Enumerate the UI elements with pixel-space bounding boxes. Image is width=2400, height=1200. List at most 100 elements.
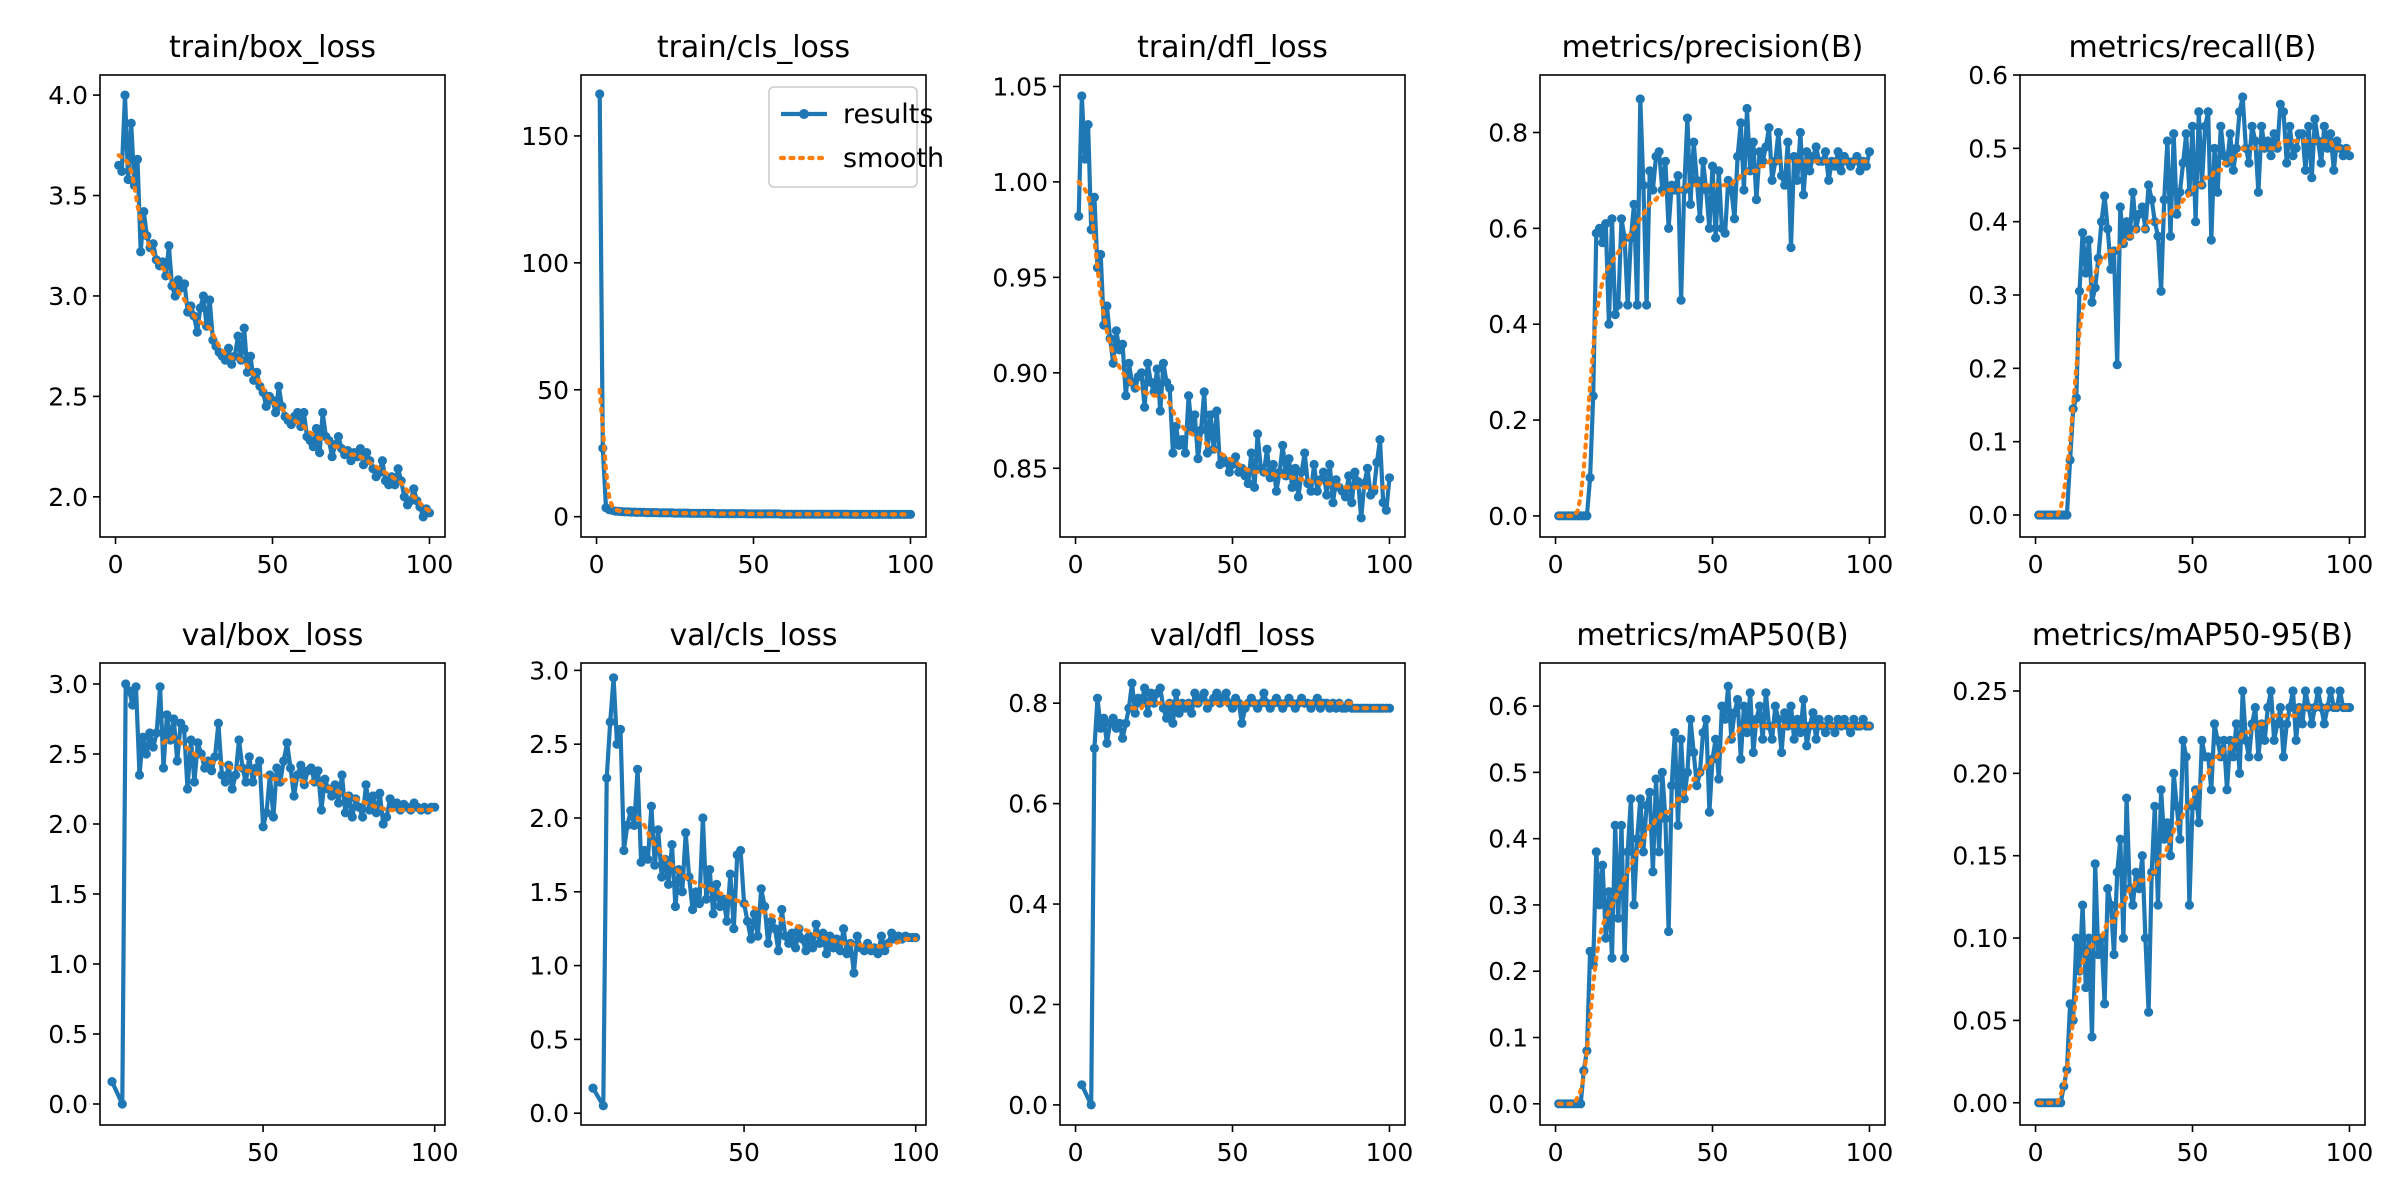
results-point [1789, 734, 1799, 744]
x-tick-label: 0 [2028, 550, 2044, 579]
results-point [2153, 900, 2163, 910]
results-point [1594, 223, 1605, 233]
panel-title: val/box_loss [182, 618, 364, 653]
results-point [1384, 473, 1395, 483]
results-point [261, 808, 272, 818]
results-point [272, 763, 282, 773]
results-point [1820, 728, 1831, 738]
results-point [1707, 161, 1718, 171]
y-tick-label: 0.4 [1968, 208, 2008, 237]
results-point [132, 154, 143, 164]
results-point [2181, 129, 2191, 139]
results-point [2122, 793, 2132, 803]
y-tick-label: 0.1 [1968, 428, 2008, 457]
results-point [1199, 387, 1209, 397]
results-point [1083, 120, 1093, 130]
results-point [663, 879, 674, 890]
results-point [1792, 175, 1802, 185]
results-point [2263, 702, 2273, 713]
y-tick-label: 0.0 [529, 1099, 569, 1128]
results-point [289, 791, 299, 801]
results-point [2187, 121, 2198, 131]
x-tick-label: 50 [738, 550, 770, 579]
y-tick-label: 0.1 [1488, 1024, 1528, 1053]
results-point [1287, 482, 1297, 492]
results-point [2144, 1007, 2154, 1017]
results-point [1742, 103, 1752, 114]
results-point [1146, 377, 1156, 387]
results-point [354, 802, 364, 812]
results-point [1805, 166, 1815, 176]
results-point [189, 777, 199, 787]
results-point [694, 899, 705, 909]
results-point [1312, 693, 1322, 703]
results-point [1704, 807, 1714, 817]
results-point [2197, 735, 2207, 746]
plot-area [114, 90, 435, 522]
results-point [1350, 467, 1360, 477]
y-tick-label: 0.4 [1008, 890, 1048, 919]
x-tick-label: 50 [1217, 1138, 1249, 1167]
panel-metrics-map50-95-b: metrics/mAP50-95(B) 0 50 100 0.00 0.05 0.10 0.1… [1952, 618, 2373, 1167]
results-point [308, 442, 318, 452]
results-point [1184, 391, 1194, 401]
results-point [708, 909, 718, 919]
y-tick-label: 0.2 [1488, 406, 1528, 435]
results-point [1682, 767, 1692, 778]
results-point [1199, 688, 1209, 698]
results-point [255, 756, 265, 766]
results-point [1196, 425, 1206, 435]
results-point [1824, 175, 1834, 185]
results-point [180, 279, 190, 289]
results-point [2344, 151, 2355, 161]
results-point [2181, 752, 2191, 762]
results-point [2178, 158, 2188, 168]
results-point [1165, 383, 1175, 393]
results-point [612, 739, 622, 749]
results-point [1642, 800, 1652, 811]
results-point [1773, 714, 1783, 724]
results-point [2300, 686, 2311, 696]
results-point [131, 682, 141, 692]
results-point [1830, 728, 1840, 738]
results-point [271, 407, 281, 418]
results-point [2253, 752, 2263, 762]
results-point [1685, 199, 1696, 209]
results-point [1212, 406, 1222, 416]
results-point [117, 1099, 127, 1109]
results-point [828, 943, 838, 953]
results-point [688, 904, 698, 915]
results-point [1312, 486, 1322, 496]
results-point [2250, 702, 2260, 713]
results-point [849, 968, 859, 978]
results-point [2150, 217, 2160, 227]
results-point [136, 247, 146, 257]
results-point [2209, 719, 2220, 729]
results-point [2322, 143, 2333, 153]
results-point [1114, 718, 1125, 728]
results-point [1381, 505, 1391, 515]
results-point [2307, 719, 2317, 729]
results-point [2213, 735, 2223, 746]
results-point [2109, 949, 2119, 960]
axes-frame [2019, 74, 2366, 538]
results-point [1149, 698, 1159, 708]
series-line-smooth [635, 815, 918, 949]
results-point [1594, 900, 1605, 910]
results-point [337, 770, 347, 780]
results-point [1651, 774, 1661, 784]
results-point [1751, 195, 1761, 205]
legend: results smooth [768, 86, 944, 188]
results-point [629, 820, 639, 831]
results-point [1246, 448, 1256, 458]
results-point [340, 808, 350, 818]
x-tick-label: 0 [108, 550, 124, 579]
results-point [1629, 900, 1639, 910]
plot-area [2034, 686, 2355, 1108]
results-point [1795, 127, 1805, 138]
y-tick-label: 2.5 [48, 382, 88, 411]
panel-title: metrics/mAP50-95(B) [2032, 618, 2353, 653]
panel-val-box-loss: val/box_loss 50 100 0.0 0.5 1.0 1.5 2.0 2.5 3.0 [48, 618, 458, 1167]
results-point [1767, 175, 1777, 185]
results-point [347, 812, 357, 822]
